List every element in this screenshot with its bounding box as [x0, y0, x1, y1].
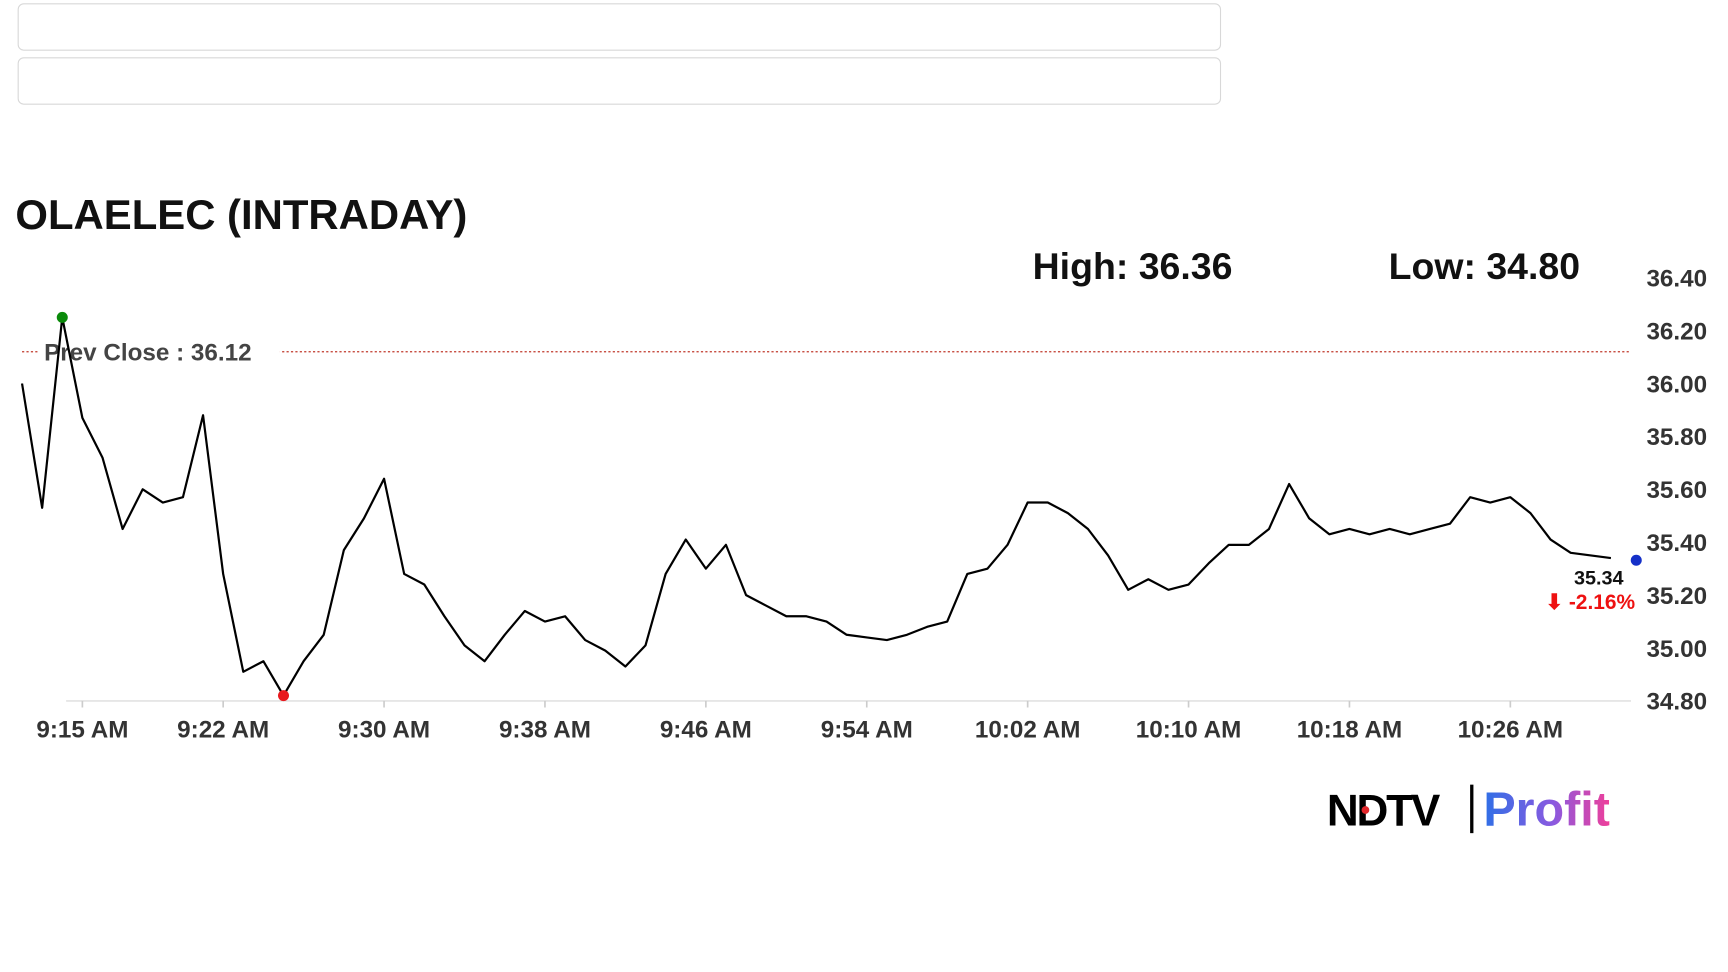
prev-close-label: Prev Close : [44, 340, 184, 367]
brand-logo: NDTV Profit [1327, 782, 1610, 836]
high-text: High: 36.36 [1033, 245, 1233, 287]
change-label: ⬇ -2.16% [1546, 591, 1636, 614]
prev-close-text: Prev Close : 36.12 [44, 340, 251, 367]
prev-close-label-bg [37, 336, 280, 368]
y-tick-label: 35.20 [1646, 583, 1707, 610]
x-tick-label: 10:18 AM [1297, 716, 1403, 743]
y-tick-label: 35.00 [1646, 636, 1707, 663]
select-box[interactable] [17, 57, 1222, 105]
last-value-label: 35.34 [1574, 568, 1624, 590]
brand-dot [1361, 806, 1370, 814]
last-marker [1630, 554, 1642, 566]
high-marker [56, 311, 68, 323]
brand-ndtv: NDTV [1327, 786, 1441, 835]
x-tick-label: 10:26 AM [1458, 716, 1564, 743]
plot: 34.80 35.00 35.20 35.40 35.60 35.80 36.00 36.20… [20, 266, 1707, 743]
x-tick-label: 9:22 AM [177, 716, 269, 743]
brand-divider [1470, 784, 1474, 834]
y-tick-label: 34.80 [1646, 689, 1707, 716]
y-tick-label: 35.40 [1646, 530, 1707, 557]
high-label: High: [1033, 245, 1129, 287]
y-tick-label: 36.20 [1646, 318, 1707, 345]
y-tick-label: 36.40 [1646, 266, 1707, 293]
low-text: Low: 34.80 [1389, 245, 1581, 287]
x-tick-label: 9:38 AM [499, 716, 591, 743]
low-value: 34.80 [1486, 245, 1580, 287]
search-box[interactable] [17, 3, 1222, 51]
x-tick-label: 9:54 AM [821, 716, 913, 743]
low-marker [277, 690, 290, 702]
low-label: Low: [1389, 245, 1476, 287]
y-tick-label: 36.00 [1646, 371, 1707, 398]
x-tick-label: 10:10 AM [1136, 716, 1242, 743]
prev-close-value: 36.12 [191, 340, 252, 367]
x-tick-label: 9:15 AM [36, 716, 128, 743]
price-line [20, 316, 1612, 697]
x-tick-label: 10:02 AM [975, 716, 1081, 743]
brand-profit: Profit [1483, 782, 1610, 836]
chart-title: OLAELEC (INTRADAY) [15, 191, 467, 238]
x-tick-label: 9:46 AM [660, 716, 752, 743]
y-tick-label: 35.60 [1646, 477, 1707, 504]
high-value: 36.36 [1139, 245, 1233, 287]
change-value: -2.16% [1569, 591, 1636, 614]
x-tick-label: 9:30 AM [338, 716, 430, 743]
y-tick-label: 35.80 [1646, 424, 1707, 451]
